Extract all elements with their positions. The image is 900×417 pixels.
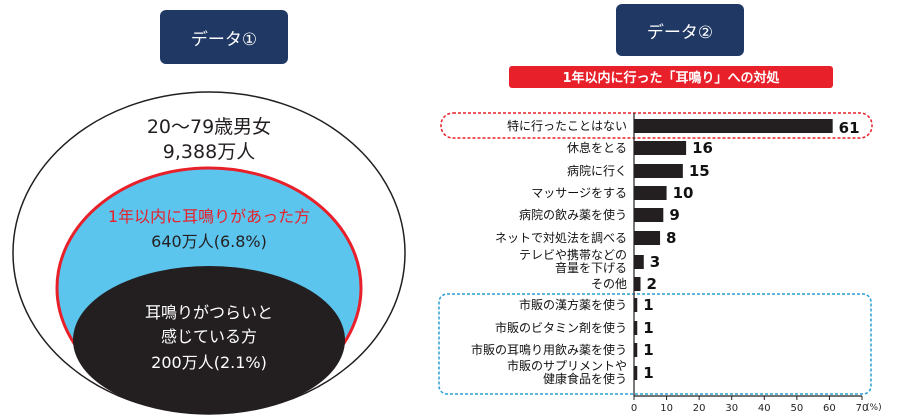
bar-value-label: 15 [689,162,710,180]
x-tick-label: 60 [823,403,836,414]
bar-value-label: 2 [647,275,657,293]
bar [634,119,833,133]
bar-value-label: 10 [673,184,694,202]
bar-value-label: 9 [669,206,679,224]
category-label: 音量を下げる [555,260,627,275]
bar [634,298,638,312]
bar-value-label: 8 [666,229,676,247]
x-tick-label: 70 [856,403,869,414]
bar [634,366,638,380]
middle-line1: 1年以内に耳鳴りがあった方 [108,207,310,226]
category-label: 市販のビタミン剤を使う [495,320,627,335]
category-label: 休息をとる [567,140,627,155]
bar [634,277,641,291]
category-label: 市販のサプリメントや [507,358,627,373]
inner-line3: 200万人(2.1%) [151,353,267,372]
bar [634,208,664,222]
middle-line2: 640万人(6.8%) [151,232,267,251]
x-tick-label: 10 [660,403,673,414]
x-tick-label: 30 [725,403,738,414]
x-tick-label: 50 [790,403,803,414]
x-tick-label: 40 [758,403,771,414]
chart-title: 1年以内に行った「耳鳴り」への対処 [562,70,780,86]
category-label: その他 [591,277,627,291]
bar-value-label: 1 [643,296,653,314]
category-label: 市販の耳鳴り用飲み薬を使う [471,342,627,357]
category-label: 病院の飲み薬を使う [519,207,627,222]
bar [634,164,683,178]
category-label: マッサージをする [531,186,627,200]
inner-line2: 感じている方 [161,327,257,346]
category-label: テレビや携帯などの [519,247,627,262]
x-ticks-group: 0 10 20 30 40 50 60 70 [631,396,869,414]
bar [634,255,644,269]
data2-label: データ② [616,4,744,56]
category-label: ネットで対処法を調べる [495,231,627,245]
inner-line1: 耳鳴りがつらいと [145,303,273,322]
x-tick-label: 0 [631,403,637,414]
highlight-box-top [440,112,873,139]
outer-line2: 9,388万人 [163,141,255,163]
bar [634,343,638,357]
category-label: 市販の漢方薬を使う [519,297,627,312]
highlight-box-otc [438,293,872,395]
inner-ellipse [73,266,345,414]
bar [634,321,638,335]
category-label: 病院に行く [567,163,627,178]
bar [634,231,661,245]
category-label: 特に行ったことはない [507,118,627,133]
x-unit-label: (%) [866,403,882,413]
bar [634,186,667,200]
data1-label: データ① [160,10,288,64]
bar-value-label: 61 [839,119,860,137]
bar-value-label: 3 [650,253,660,271]
bar-value-label: 16 [692,139,713,157]
bar-value-label: 1 [643,319,653,337]
category-label: 健康食品を使う [543,371,627,386]
outer-line1: 20～79歳男女 [147,116,271,138]
bar-value-label: 1 [643,341,653,359]
bar [634,141,687,155]
bars-group: 61 特に行ったことはない 16 休息をとる 15 病院に行く 10 マッサージをする 9 病院の… [471,118,860,386]
x-tick-label: 20 [693,403,706,414]
chart-title-bg [509,66,833,88]
bar-value-label: 1 [643,364,653,382]
